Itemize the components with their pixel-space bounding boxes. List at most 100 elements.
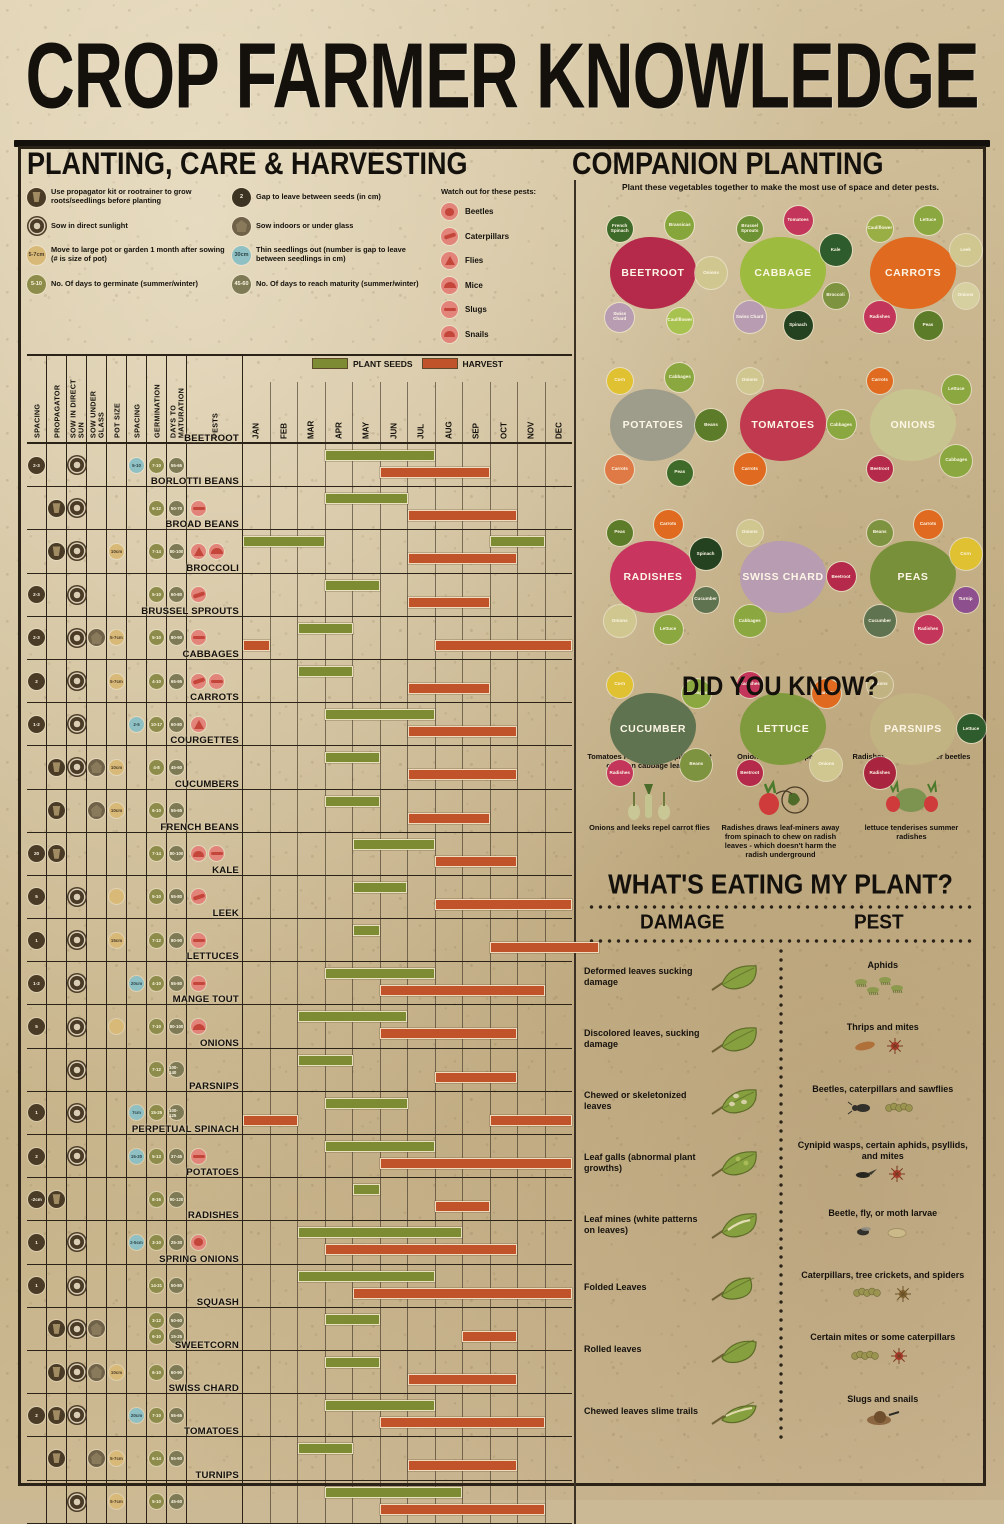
sun-icon xyxy=(68,457,85,474)
month-cell xyxy=(408,789,436,832)
damage-text: Leaf galls (abnormal plant growths) xyxy=(584,1152,696,1174)
month-cell xyxy=(463,919,491,962)
plant-seeds-bar xyxy=(489,536,545,548)
germination-icon: 6-10 xyxy=(149,1364,164,1380)
month-cell xyxy=(518,1264,546,1307)
plant-seeds-bar xyxy=(325,968,435,980)
maturity-icon: 55-65 xyxy=(169,1407,184,1423)
crop-table-body: 2-3 5-10 7-10 55-65 BEETROOT 9-12 50-70 BORLOTT… xyxy=(27,433,600,1524)
cell-days-to-maturation: 50-60 15-25 xyxy=(167,1307,187,1350)
month-cell xyxy=(463,444,491,487)
sunburst xyxy=(69,760,84,775)
plant-seeds-bar xyxy=(243,536,326,548)
cell-pests: CABBAGES xyxy=(182,649,243,703)
spacing-badge: 2-3 xyxy=(28,586,45,604)
companion-group-beetroot: BEETROOT French Spinach Brassicas Onions Cau… xyxy=(588,197,727,347)
cell-germination: 5-10 xyxy=(147,1480,167,1523)
cell-sow-direct-sun xyxy=(67,1091,87,1134)
month-header-strip: PLANT SEEDS HARVEST JAN FEB MAR APR MAY JUN JUL A… xyxy=(243,356,572,442)
cell-days-to-maturation: 55-65 xyxy=(167,1394,187,1437)
month-cell xyxy=(353,1048,381,1091)
month-cell xyxy=(518,1480,546,1523)
companion-satellite: Corn xyxy=(949,538,982,571)
pot-size-icon: 10cm xyxy=(109,543,124,559)
maturity-icon: 55-80 xyxy=(169,975,184,991)
month-cell xyxy=(436,1005,463,1048)
Flies-pest-icon xyxy=(441,252,458,269)
companion-main-label: LETTUCE xyxy=(740,692,826,765)
month-bars xyxy=(243,444,572,487)
cell-pot-size xyxy=(107,573,127,616)
pest-legend-label: Caterpillars xyxy=(465,231,510,241)
month-cell xyxy=(436,1437,463,1480)
cell-days-to-maturation: 100-140 xyxy=(167,1048,187,1091)
cell-pot-size: 5-7cm xyxy=(107,659,127,703)
plant-seeds-bar xyxy=(297,665,353,677)
companion-panel: Plant these vegetables together to make … xyxy=(574,180,986,1524)
cell-germination: 6-10 xyxy=(147,789,167,832)
legend-item: Use propagator kit or rootrainer to grow… xyxy=(27,187,232,207)
month-cell xyxy=(353,875,381,919)
damage-row: Chewed or skeletonized leaves xyxy=(584,1070,781,1132)
maturity-icon: 50-70 xyxy=(169,500,184,516)
column-header-sow-under-glass: SOW UNDER GLASS xyxy=(87,356,107,442)
sun-icon xyxy=(27,217,46,236)
cell-germination: 7-10 xyxy=(147,1394,167,1437)
sunburst xyxy=(69,1408,84,1423)
crop-name: SPRING ONIONS xyxy=(159,1253,239,1265)
crop-name: KALE xyxy=(212,864,239,876)
table-row: 2 15-20 5-13 37-45 PERPETUAL SPINACH xyxy=(27,1124,572,1179)
companion-diagram: BEETROOT French Spinach Brassicas Onions Cau… xyxy=(584,197,986,790)
month-cell xyxy=(408,530,436,573)
table-row: 10cm 6-10 55-65 CUCUMBERS xyxy=(27,779,572,833)
plant-seeds-bar xyxy=(325,1141,435,1152)
Beetles-pest-icon xyxy=(441,203,458,220)
sun-icon xyxy=(68,629,85,646)
germination-icon: 7-10 xyxy=(149,1407,164,1423)
month-cell xyxy=(518,1307,546,1350)
pot-size-icon: 10cm xyxy=(109,1364,124,1380)
germination-icon: 4-10 xyxy=(149,673,164,689)
month-label: MAR xyxy=(306,420,316,439)
month-cell xyxy=(381,444,408,487)
month-cell xyxy=(353,573,381,616)
cell-pot-size xyxy=(107,487,127,530)
sun-icon xyxy=(68,673,85,690)
month-cell xyxy=(381,1264,408,1307)
month-cell xyxy=(271,616,298,659)
cell-sow-direct-sun xyxy=(67,573,87,616)
germination-dual: 3-12 6-10 xyxy=(149,1313,164,1345)
crop-name: PERPETUAL SPINACH xyxy=(131,1124,239,1135)
maturity-icon: 80-100 xyxy=(169,543,184,559)
companion-satellite: Beans xyxy=(866,519,893,546)
crop-name: LEEK xyxy=(212,908,239,920)
damage-row: Discolored leaves, sucking damage xyxy=(584,1008,781,1070)
table-row: 2-3 5-7cm 5-10 80-90 BRUSSEL SPROUTS xyxy=(27,606,572,660)
pest-text: Caterpillars, tree crickets, and spiders xyxy=(801,1269,965,1280)
month-cell xyxy=(271,1135,298,1178)
mite-caterpillar-icon xyxy=(823,1345,943,1367)
cell-sow-direct-sun xyxy=(67,1178,87,1221)
cell-sow-under-glass xyxy=(87,1178,107,1221)
sun-icon xyxy=(68,759,85,776)
month-cell xyxy=(271,919,298,962)
month-cell xyxy=(298,530,326,573)
legend-item-label: Sow in direct sunlight xyxy=(51,220,128,230)
cell-pot-size xyxy=(107,1394,127,1437)
companion-satellite: Swiss Chard xyxy=(733,301,766,334)
table-row: -2cm 8-16 90-120 POTATOES xyxy=(27,1167,572,1222)
month-cell xyxy=(518,1178,546,1221)
cell-sow-direct-sun xyxy=(67,1437,87,1480)
month-cell xyxy=(408,1437,436,1480)
companion-main-label: RADISHES xyxy=(610,540,696,613)
maturity-icon: 60-80 xyxy=(169,587,184,603)
cell-days-to-maturation: 80-100 xyxy=(167,530,187,573)
fly-larva-icon xyxy=(823,1221,943,1243)
month-cell xyxy=(491,444,518,487)
month-label: MAY xyxy=(361,421,371,439)
month-grid xyxy=(243,1437,572,1480)
month-bars xyxy=(243,962,572,1005)
companion-satellite: Brussel Sprouts xyxy=(736,215,763,242)
month-cell xyxy=(546,1221,573,1263)
tray-shape xyxy=(52,762,61,773)
